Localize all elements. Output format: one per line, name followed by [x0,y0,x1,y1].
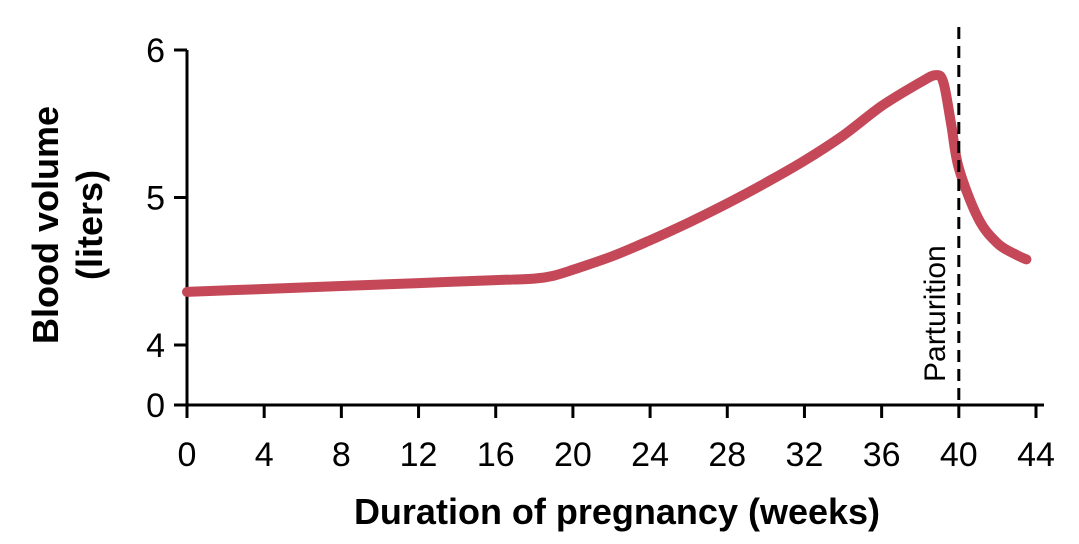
x-tick-label: 32 [786,436,824,474]
x-tick-label: 12 [400,436,438,474]
y-tick-label: 6 [146,32,165,70]
y-axis-title-line1: Blood volume [25,106,66,344]
axes [185,50,1044,407]
x-tick-label: 24 [631,436,669,474]
ticks: 0 4 8 12 16 20 24 28 32 36 40 44 0 4 5 6 [146,32,1055,474]
y-axis-title: Blood volume (liters) [25,106,110,344]
y-tick-label: 0 [146,387,165,425]
x-tick-label: 0 [178,436,197,474]
x-axis-title: Duration of pregnancy (weeks) [354,491,880,532]
x-tick-label: 40 [940,436,978,474]
x-tick-label: 28 [708,436,746,474]
blood-volume-line [182,70,1032,297]
y-tick-label: 5 [146,180,165,218]
x-tick-label: 44 [1017,436,1055,474]
x-tick-label: 16 [477,436,515,474]
parturition-label: Parturition [919,245,952,382]
x-tick-label: 36 [863,436,901,474]
x-tick-label: 20 [554,436,592,474]
series [182,70,1032,297]
y-axis-title-line2: (liters) [69,170,110,280]
y-tick-label: 4 [146,327,165,365]
x-tick-label: 4 [255,436,274,474]
x-tick-label: 8 [332,436,351,474]
